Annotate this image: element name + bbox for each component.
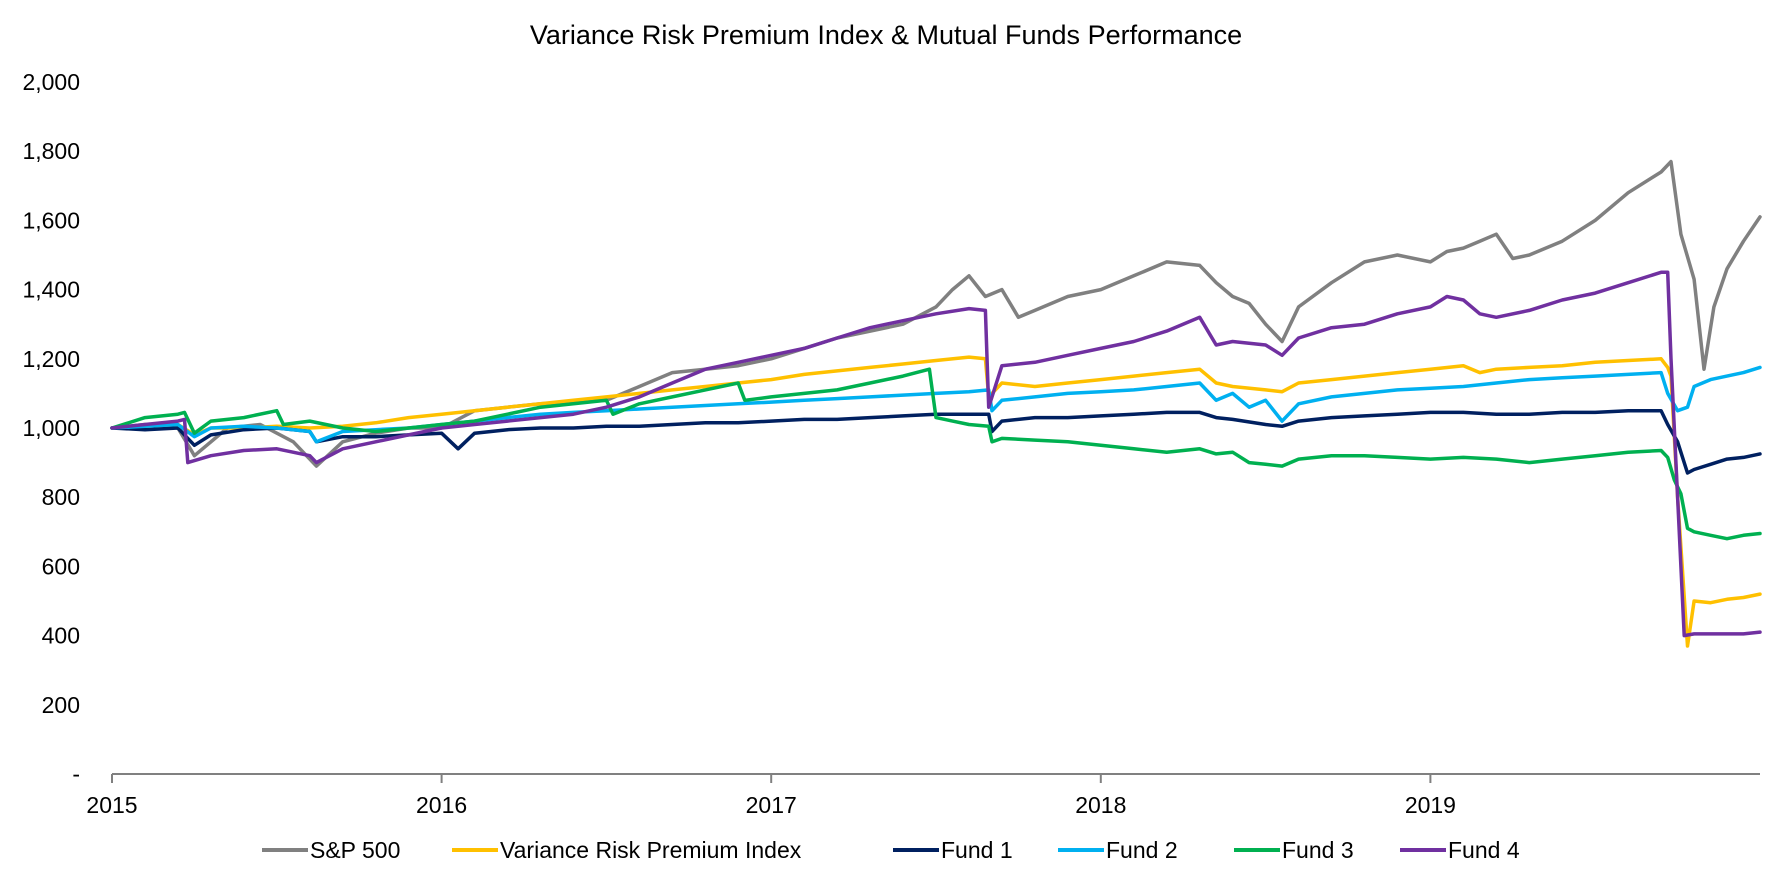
y-tick-label: - <box>72 761 80 787</box>
legend-label: Fund 1 <box>941 837 1013 863</box>
y-tick-label: 600 <box>42 553 80 579</box>
legend-item-fund-4[interactable]: Fund 4 <box>1400 837 1520 863</box>
series-line-variance-risk-premium-index <box>110 355 1762 648</box>
legend-label: Fund 4 <box>1448 837 1520 863</box>
legend-label: S&P 500 <box>310 837 400 863</box>
y-tick-label: 1,800 <box>22 138 80 164</box>
y-tick-label: 1,000 <box>22 415 80 441</box>
x-tick-label: 2015 <box>86 792 137 818</box>
y-tick-label: 1,400 <box>22 277 80 303</box>
series-line-fund-1 <box>110 408 1762 475</box>
legend-item-fund-2[interactable]: Fund 2 <box>1058 837 1178 863</box>
x-tick-label: 2017 <box>746 792 797 818</box>
x-tick-label: 2018 <box>1075 792 1126 818</box>
legend-item-fund-3[interactable]: Fund 3 <box>1234 837 1354 863</box>
y-tick-label: 800 <box>42 484 80 510</box>
y-tick-label: 400 <box>42 623 80 649</box>
chart-title: Variance Risk Premium Index & Mutual Fun… <box>530 20 1242 50</box>
x-axis: 2015 2016 2017 2018 2019 <box>86 773 1760 818</box>
legend-label: Fund 3 <box>1282 837 1354 863</box>
x-tick-label: 2019 <box>1405 792 1456 818</box>
legend-item-variance-risk-premium-index[interactable]: Variance Risk Premium Index <box>452 837 802 863</box>
series-line-fund-3 <box>110 367 1762 541</box>
legend-label: Variance Risk Premium Index <box>500 837 802 863</box>
legend-item-fund-1[interactable]: Fund 1 <box>893 837 1013 863</box>
legend-label: Fund 2 <box>1106 837 1178 863</box>
y-tick-label: 1,600 <box>22 207 80 233</box>
series-lines <box>110 159 1762 648</box>
legend[interactable]: S&P 500 Variance Risk Premium Index Fund 1… <box>262 837 1520 863</box>
y-tick-label: 2,000 <box>22 69 80 95</box>
y-axis-ticks: - 200 400 600 800 1,000 1,200 1,400 1,600 1,800 2,… <box>22 69 80 787</box>
y-tick-label: 200 <box>42 692 80 718</box>
series-line-fund-4 <box>110 270 1762 638</box>
x-tick-label: 2016 <box>416 792 467 818</box>
legend-item-s-p-500[interactable]: S&P 500 <box>262 837 400 863</box>
y-tick-label: 1,200 <box>22 346 80 372</box>
